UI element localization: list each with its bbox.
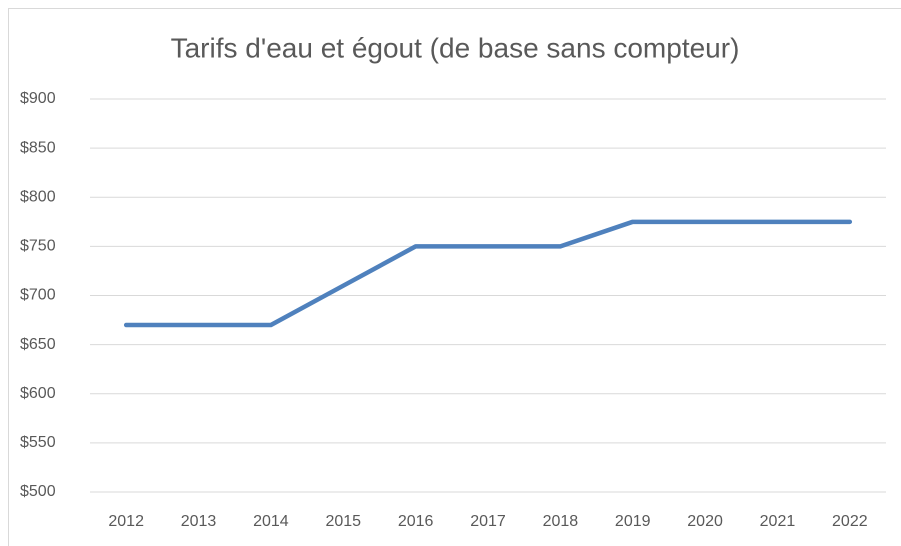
y-tick-label: $750 (20, 238, 56, 255)
y-tick-label: $850 (20, 139, 56, 156)
line-series (123, 219, 853, 328)
x-tick-label: 2019 (615, 513, 651, 530)
x-tick-label: 2017 (470, 513, 506, 530)
x-tick-label: 2015 (325, 513, 361, 530)
y-tick-label: $800 (20, 188, 56, 205)
y-tick-label: $550 (20, 434, 56, 451)
x-tick-label: 2022 (832, 513, 868, 530)
x-tick-label: 2021 (760, 513, 796, 530)
y-tick-label: $600 (20, 385, 56, 402)
x-tick-label: 2020 (687, 513, 723, 530)
y-tick-label: $500 (20, 483, 56, 500)
x-tick-label: 2012 (108, 513, 144, 530)
chart-title: Tarifs d'eau et égout (de base sans comp… (171, 32, 740, 63)
y-tick-label: $700 (20, 287, 56, 304)
x-tick-label: 2013 (181, 513, 217, 530)
x-tick-label: 2014 (253, 513, 289, 530)
y-tick-label: $650 (20, 336, 56, 353)
y-tick-label: $900 (20, 90, 56, 107)
chart-border (8, 8, 901, 546)
x-tick-label: 2018 (543, 513, 579, 530)
x-tick-label: 2016 (398, 513, 434, 530)
